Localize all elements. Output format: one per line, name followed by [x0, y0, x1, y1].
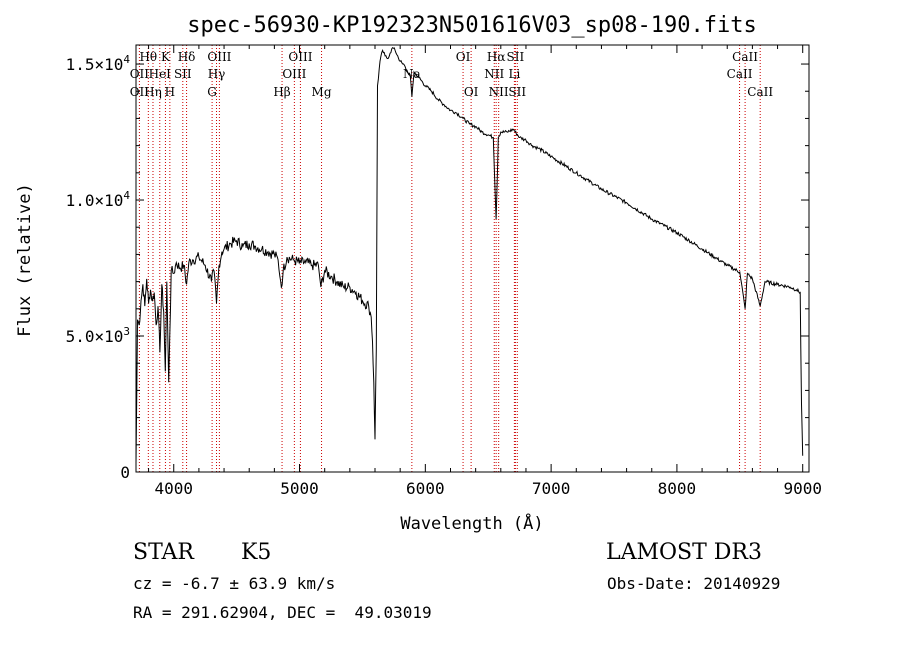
y-tick-label: 5.0×103 — [66, 325, 130, 346]
spectral-subclass: K5 — [241, 540, 272, 565]
line-label-oiii: OIII — [288, 50, 312, 64]
line-label-hei: HeI — [149, 67, 172, 81]
y-tick-label: 0 — [120, 463, 130, 482]
x-tick-label: 5000 — [280, 479, 319, 498]
line-label-sii: SII — [174, 67, 192, 81]
line-label-hα: Hα — [487, 50, 506, 64]
line-label-hδ: Hδ — [178, 50, 196, 64]
line-label-hγ: Hγ — [208, 67, 226, 81]
x-tick-label: 6000 — [406, 479, 445, 498]
line-label-k: K — [161, 50, 171, 64]
line-label-sii: SII — [507, 50, 525, 64]
y-tick-label: 1.0×104 — [66, 189, 131, 210]
survey-name: LAMOST DR3 — [606, 540, 762, 565]
line-label-g: G — [207, 85, 217, 99]
line-label-caii: CaII — [732, 50, 758, 64]
x-tick-label: 9000 — [783, 479, 822, 498]
line-label-oiii: OIII — [207, 50, 231, 64]
line-label-hβ: Hβ — [273, 85, 290, 99]
x-tick-label: 7000 — [532, 479, 571, 498]
line-label-oiii: OIII — [282, 67, 306, 81]
sky-coordinates: RA = 291.62904, DEC = 49.03019 — [133, 603, 432, 622]
plot-frame — [135, 44, 810, 473]
spectrum-series — [135, 47, 804, 464]
line-label-sii: SII — [508, 85, 526, 99]
x-tick-label: 4000 — [154, 479, 193, 498]
line-label-oii: OII — [130, 67, 150, 81]
object-type: STAR — [133, 540, 194, 565]
x-axis-label: Wavelength (Å) — [400, 512, 543, 534]
chart-title: spec-56930-KP192323N501616V03_sp08-190.f… — [187, 13, 757, 38]
line-label-hθ: Hθ — [139, 50, 157, 64]
line-label-li: Li — [508, 67, 520, 81]
line-label-oi: OI — [456, 50, 471, 64]
line-label-caii: CaII — [727, 67, 753, 81]
line-label-mg: Mg — [312, 85, 332, 99]
line-label-nii: NII — [489, 85, 509, 99]
redshift-velocity: cz = -6.7 ± 63.9 km/s — [133, 574, 336, 593]
line-label-oi: OI — [464, 85, 479, 99]
y-tick-label: 1.5×104 — [66, 53, 131, 74]
spectrum-line — [135, 47, 804, 464]
line-label-nii: NII — [484, 67, 504, 81]
x-tick-label: 8000 — [658, 479, 697, 498]
line-label-oii: OII — [130, 85, 150, 99]
line-label-caii: CaII — [747, 85, 773, 99]
line-label-h: H — [165, 85, 175, 99]
line-label-hη: Hη — [144, 85, 162, 99]
axis-ticks: 4000 5000 6000 7000 8000 9000 0 5.0×103 1.0×104 1… — [66, 45, 822, 498]
observation-date: Obs-Date: 20140929 — [607, 574, 781, 593]
y-axis-label: Flux (relative) — [15, 183, 35, 337]
spectral-lines-layer — [138, 45, 761, 472]
